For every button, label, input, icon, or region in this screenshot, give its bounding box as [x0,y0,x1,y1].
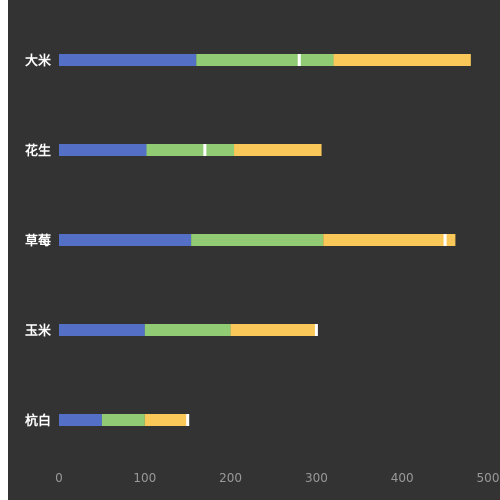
bar-segment-1 [59,234,192,246]
target-marker [203,144,207,156]
bar-segment-1 [59,144,147,156]
bar-segment-2 [191,234,324,246]
x-tick-label: 300 [305,471,328,485]
bar-segment-3 [230,324,317,336]
category-label: 玉米 [25,323,52,339]
x-axis-tick-labels: 0 100 200 300 400 500 [55,471,499,485]
category-label: 杭白 [25,413,51,429]
bar-segment-2 [146,144,235,156]
x-tick-label: 500 [477,471,500,485]
target-marker [186,414,190,426]
bar-segment-3 [144,414,188,426]
bar-segment-3 [333,54,471,66]
x-tick-label: 400 [391,471,414,485]
bar-segment-3 [323,234,456,246]
bar-segment-1 [59,414,102,426]
category-label: 花生 [25,143,51,159]
target-marker [443,234,447,246]
x-tick-label: 200 [219,471,242,485]
bar-segment-1 [59,54,197,66]
bars-layer [59,54,471,426]
x-tick-label: 100 [133,471,156,485]
category-label: 大米 [25,53,52,69]
target-marker [314,324,318,336]
target-marker [297,54,301,66]
category-label: 草莓 [25,233,51,249]
markers-layer [186,54,447,426]
bar-segment-1 [59,324,145,336]
bar-segment-3 [234,144,322,156]
bar-segment-2 [196,54,334,66]
bar-segment-2 [101,414,145,426]
bar-segment-2 [144,324,231,336]
x-tick-label: 0 [55,471,63,485]
